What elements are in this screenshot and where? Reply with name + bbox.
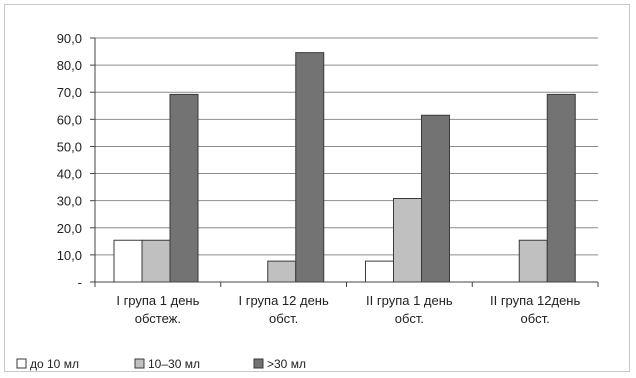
bar [546,93,576,283]
x-tick-label: обст. [395,311,424,326]
legend-swatch [253,358,264,369]
x-tick-label: ІІ група 12день [490,293,580,308]
y-tick-label: 20,0 [57,221,82,236]
bar [518,239,548,283]
y-tick-labels: - 10,0 20,0 30,0 40,0 50,0 60,0 70,0 80,0 90,0 [57,31,82,290]
y-tick-label: 30,0 [57,194,82,209]
bars [113,52,576,283]
y-tick-label: - [78,275,82,290]
bar [393,197,422,283]
bar [113,239,143,283]
axes [90,37,599,287]
x-tick-label: обстеж. [135,311,181,326]
legend-label: 10–30 мл [148,357,200,371]
x-tick-label: І група 1 день [116,293,199,308]
bar [267,260,297,283]
y-tick-label: 90,0 [57,31,82,46]
y-tick-label: 50,0 [57,139,82,154]
bar [365,260,394,283]
x-tick-label: І група 12 день [238,293,328,308]
legend-swatch [134,358,145,369]
legend-label: до 10 мл [30,357,79,371]
y-tick-label: 70,0 [57,85,82,100]
legend-swatch [16,358,27,369]
x-tick-label: обст. [269,311,298,326]
bar [169,93,199,283]
y-tick-label: 40,0 [57,167,82,182]
bar [421,114,450,283]
y-tick-label: 10,0 [57,248,82,263]
x-tick-labels: І група 1 день обстеж. І група 12 день обст… [116,293,580,326]
x-tick-label: ІІ група 1 день [366,293,453,308]
y-tick-label: 60,0 [57,112,82,127]
legend-label: >30 мл [267,357,306,371]
y-tick-label: 80,0 [57,58,82,73]
x-tick-label: обст. [521,311,550,326]
legend: до 10 мл 10–30 мл >30 мл [16,357,306,371]
bar [295,52,325,283]
bar [141,239,171,283]
